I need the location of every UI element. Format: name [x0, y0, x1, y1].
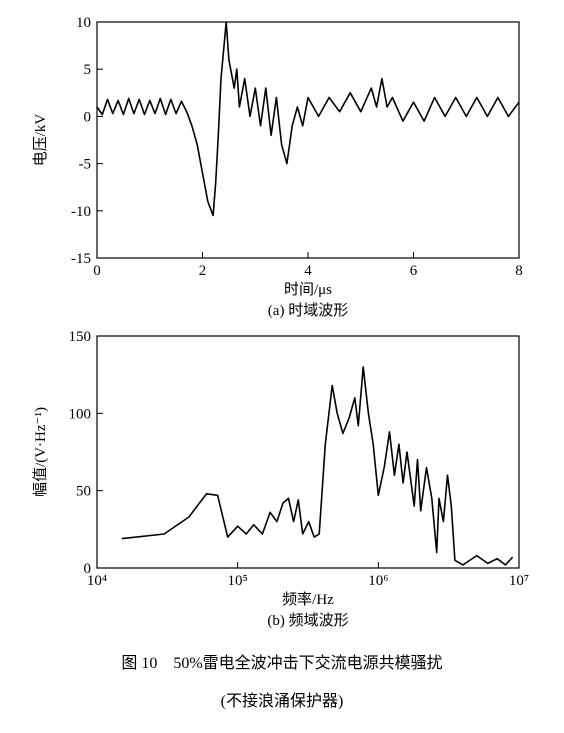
x-tick-label: 4: [304, 263, 312, 279]
x-tick-label: 10⁴: [87, 573, 107, 589]
chart-caption: (a) 时域波形: [268, 302, 348, 319]
x-tick-label: 2: [199, 263, 207, 279]
x-axis-label: 时间/μs: [284, 281, 332, 298]
data-line: [96, 21, 520, 217]
plot-frame: [96, 21, 520, 259]
plot-frame: [96, 335, 520, 569]
y-tick-label: 100: [69, 406, 92, 422]
y-tick-label: 0: [84, 109, 92, 125]
figure-caption: 图 10 50%雷电全波冲击下交流电源共模骚扰: [121, 654, 442, 672]
x-tick-label: 8: [515, 263, 523, 279]
y-tick-label: -15: [71, 251, 91, 267]
x-tick-label: 10⁵: [228, 573, 248, 589]
figure-caption: (不接浪涌保护器): [221, 692, 344, 710]
x-tick-label: 0: [93, 263, 101, 279]
y-tick-label: -10: [71, 204, 91, 220]
data-line: [121, 366, 514, 566]
y-axis-label: 电压/kV: [32, 114, 49, 167]
y-tick-label: 10: [76, 15, 91, 31]
x-tick-label: 6: [410, 263, 418, 279]
y-tick-label: -5: [79, 157, 92, 173]
y-tick-label: 50: [76, 484, 91, 500]
y-axis-label: 幅值/(V·Hz⁻¹): [32, 407, 49, 497]
x-tick-label: 10⁷: [509, 573, 529, 589]
x-tick-label: 10⁶: [368, 573, 388, 589]
y-tick-label: 150: [69, 329, 92, 345]
y-tick-label: 0: [84, 561, 92, 577]
x-axis-label: 频率/Hz: [282, 591, 334, 608]
y-tick-label: 5: [84, 62, 92, 78]
chart-caption: (b) 频域波形: [267, 612, 348, 629]
